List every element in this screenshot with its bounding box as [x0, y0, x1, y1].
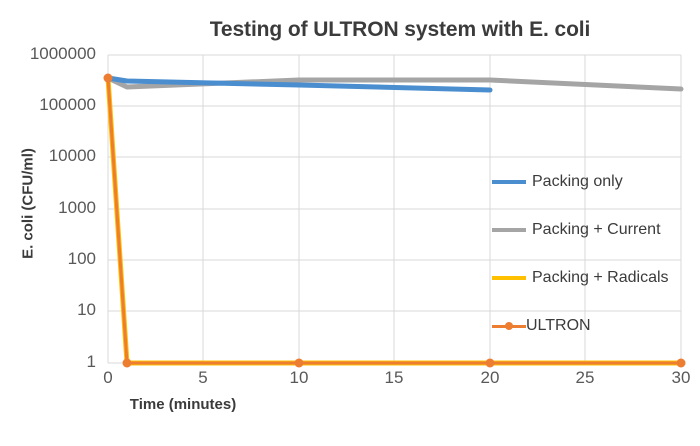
ytick-label-10: 10 [77, 300, 96, 319]
legend-label-ultron: ULTRON [526, 317, 591, 334]
chart-title: Testing of ULTRON system with E. coli [209, 18, 591, 41]
xtick-label-20: 20 [480, 368, 500, 387]
xtick-label-15: 15 [384, 368, 404, 387]
legend-swatch-icon [492, 173, 526, 191]
legend-swatch-icon [492, 221, 526, 239]
chart-legend: Packing only Packing + Current Packing +… [492, 158, 669, 350]
ytick-label-100000: 100000 [39, 95, 96, 114]
legend-label-packing-only: Packing only [532, 173, 623, 190]
ytick-label-100: 100 [67, 249, 96, 268]
series-markers-ultron [103, 73, 686, 368]
xtick-label-30: 30 [671, 368, 691, 387]
xtick-label-0: 0 [103, 368, 113, 387]
ytick-label-1: 1 [86, 352, 96, 371]
legend-label-packing-radicals: Packing + Radicals [532, 269, 669, 286]
legend-label-packing-current: Packing + Current [532, 221, 661, 238]
y-axis-title: E. coli (CFU/ml) [19, 148, 37, 259]
gridlines [107, 54, 682, 364]
xtick-label-10: 10 [289, 368, 309, 387]
xtick-label-5: 5 [198, 368, 208, 387]
ytick-label-1000000: 1000000 [29, 44, 96, 63]
ytick-label-1000: 1000 [58, 198, 96, 217]
legend-item-packing-only[interactable]: Packing only [492, 158, 669, 206]
legend-swatch-icon [492, 317, 526, 335]
series-line-packing-current [105, 75, 684, 92]
ytick-label-10000: 10000 [48, 146, 96, 165]
legend-item-ultron[interactable]: ULTRON [492, 302, 669, 350]
x-axis-title: Time (minutes) [129, 396, 237, 413]
legend-item-packing-current[interactable]: Packing + Current [492, 206, 669, 254]
series-line-packing-only [105, 75, 493, 93]
xtick-label-25: 25 [575, 368, 595, 387]
legend-swatch-icon [492, 269, 526, 287]
legend-item-packing-radicals[interactable]: Packing + Radicals [492, 254, 669, 302]
